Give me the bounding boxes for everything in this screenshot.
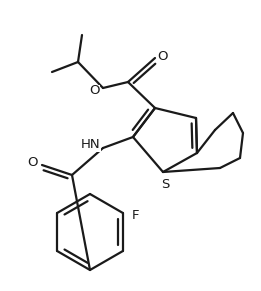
Text: O: O bbox=[90, 84, 100, 97]
Text: O: O bbox=[158, 49, 168, 63]
Text: F: F bbox=[132, 210, 140, 223]
Text: HN: HN bbox=[81, 139, 101, 152]
Text: S: S bbox=[161, 178, 169, 191]
Text: O: O bbox=[27, 157, 37, 169]
